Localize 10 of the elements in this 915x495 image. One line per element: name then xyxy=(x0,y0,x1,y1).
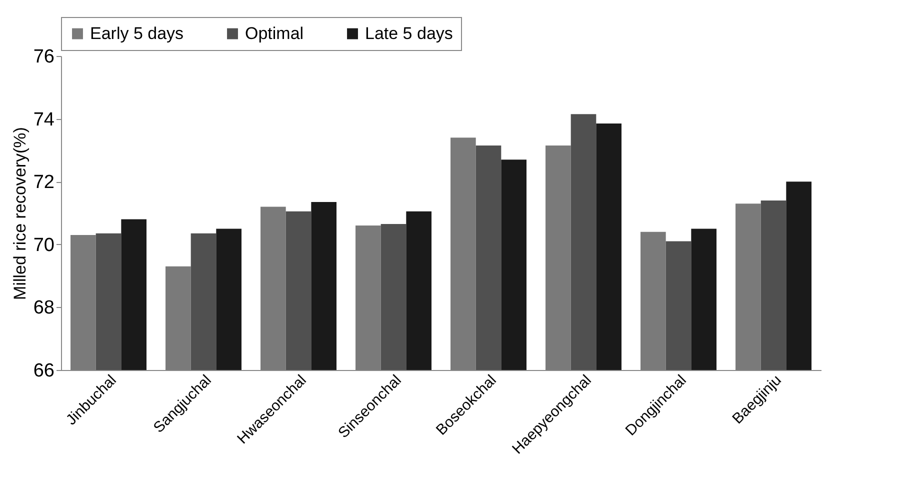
legend-label: Late 5 days xyxy=(365,24,453,43)
y-tick-label: 68 xyxy=(33,298,54,319)
y-tick-label: 70 xyxy=(33,234,54,256)
legend-label: Early 5 days xyxy=(90,24,184,43)
y-tick-label: 74 xyxy=(33,109,55,130)
y-tick-label: 66 xyxy=(33,360,54,382)
legend-label: Optimal xyxy=(245,24,304,43)
y-tick-label: 72 xyxy=(33,172,54,194)
y-axis-title: Milled rice recovery(%) xyxy=(10,127,30,300)
y-tick-label: 76 xyxy=(33,46,54,68)
